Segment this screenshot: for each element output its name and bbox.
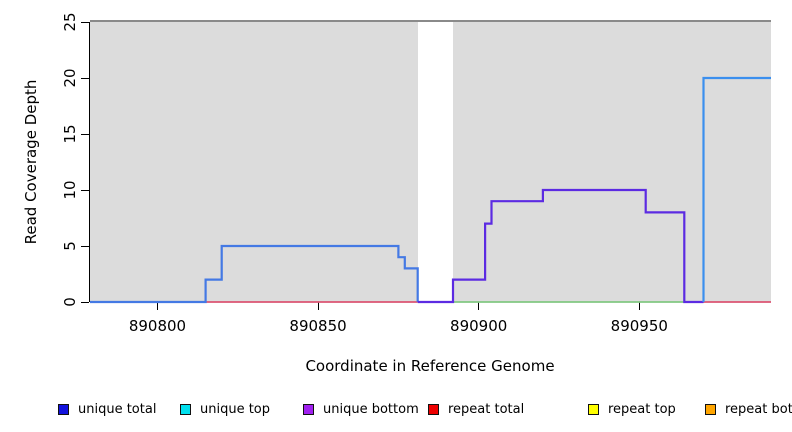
legend-label: unique bottom — [323, 401, 419, 417]
x-tick-label: 890800 — [128, 317, 187, 335]
y-tick-mark — [81, 245, 89, 247]
series-unique-total-right — [702, 76, 771, 302]
x-tick-label: 890900 — [450, 317, 508, 335]
x-tick-mark — [638, 302, 641, 310]
y-tick-label: 15 — [61, 124, 79, 144]
legend-swatch — [58, 403, 69, 415]
coverage-series-layer — [90, 76, 771, 304]
x-axis-title: Coordinate in Reference Genome — [305, 357, 555, 375]
y-axis-title: Read Coverage Depth — [22, 79, 40, 245]
legend-swatch — [705, 403, 716, 415]
legend-item-unique-total: unique total — [58, 400, 156, 418]
legend-item-repeat-top: repeat top — [588, 400, 676, 418]
y-tick-label: 10 — [61, 180, 79, 200]
x-tick-label: 890850 — [289, 317, 347, 335]
legend-label: repeat top — [608, 401, 676, 417]
x-tick-mark — [478, 302, 480, 310]
y-tick-mark — [81, 189, 89, 191]
legend-item-unique-top: unique top — [180, 400, 270, 418]
y-tick-label: 25 — [61, 12, 79, 32]
legend-item-repeat-bottom: repeat bottom — [705, 400, 792, 418]
series-unique-bottom — [417, 188, 704, 304]
legend-label: repeat bottom — [725, 401, 792, 417]
legend-label: repeat total — [448, 401, 525, 417]
legend-label: unique total — [78, 401, 157, 417]
y-tick-label: 0 — [61, 297, 79, 307]
legend-swatch — [428, 403, 439, 415]
legend-swatch — [588, 403, 599, 415]
x-tick-mark — [317, 302, 319, 310]
legend-swatch — [180, 403, 191, 415]
x-tick-mark — [156, 302, 159, 310]
y-tick-label: 20 — [61, 68, 79, 88]
y-tick-mark — [81, 133, 89, 135]
legend-label: unique top — [200, 401, 271, 417]
legend-item-unique-bottom: unique bottom — [303, 400, 419, 418]
y-tick-mark — [81, 77, 89, 79]
plot-top-edge — [90, 20, 771, 22]
y-tick-mark — [81, 21, 89, 23]
legend: unique total unique top unique bottom repea… — [0, 400, 792, 420]
legend-item-repeat-total: repeat total — [428, 400, 524, 418]
y-tick-label: 5 — [61, 241, 79, 251]
series-unique-total-left — [90, 244, 419, 304]
y-axis-line — [89, 22, 91, 302]
legend-swatch — [303, 403, 314, 415]
y-tick-mark — [81, 301, 89, 303]
assembly-gap-region — [417, 22, 453, 302]
x-tick-label: 890950 — [610, 317, 668, 335]
